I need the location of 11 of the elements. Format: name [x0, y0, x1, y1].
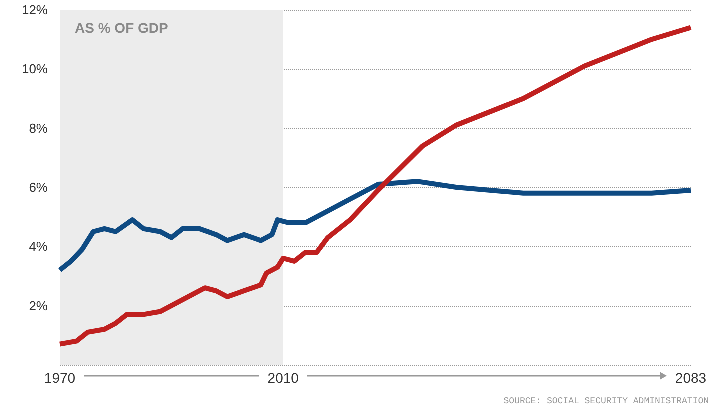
y-tick-label: 4%: [29, 239, 48, 254]
y-tick-label: 8%: [29, 120, 48, 136]
x-tick-label: 2083: [675, 370, 707, 386]
y-tick-label: 10%: [22, 62, 48, 77]
x-tick-label: 1970: [44, 370, 76, 386]
source-note: SOURCE: SOCIAL SECURITY ADMINISTRATION: [504, 396, 709, 406]
y-tick-label: 2%: [29, 298, 48, 314]
y-tick-label: 6%: [29, 180, 48, 195]
x-tick-label: 2010: [268, 370, 300, 386]
band-label: AS % OF GDP: [75, 20, 168, 36]
y-tick-label: 12%: [22, 2, 48, 18]
